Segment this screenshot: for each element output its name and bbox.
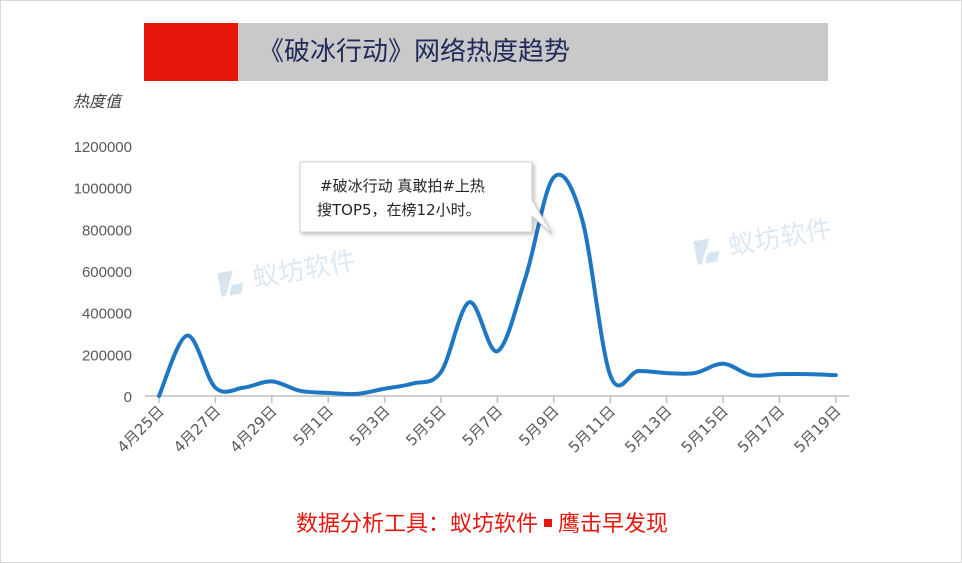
x-tick-label: 5月9日	[515, 402, 562, 449]
chart-title: 《破冰行动》网络热度趋势	[258, 37, 571, 67]
line-chart: 蚁坊软件蚁坊软件热度值02000004000006000008000001000…	[73, 92, 849, 456]
annotation-callout	[299, 161, 553, 235]
watermark: 蚁坊软件	[217, 246, 358, 297]
watermark-text: 蚁坊软件	[250, 246, 358, 294]
x-tick-label: 5月15日	[678, 402, 732, 456]
y-tick-label: 400000	[82, 306, 132, 323]
y-axis-label: 热度值	[73, 92, 123, 111]
watermark-logo-icon	[217, 270, 244, 297]
x-tick-label: 4月29日	[226, 402, 280, 456]
y-tick-label: 1200000	[74, 139, 132, 156]
watermark: 蚁坊软件	[693, 214, 834, 265]
x-tick-label: 5月17日	[734, 402, 788, 456]
y-tick-label: 200000	[82, 347, 132, 364]
y-tick-label: 0	[124, 389, 132, 406]
y-tick-label: 800000	[82, 222, 132, 239]
x-tick-label: 5月1日	[290, 402, 337, 449]
x-tick-label: 5月13日	[621, 402, 675, 456]
y-tick-label: 600000	[82, 264, 132, 281]
x-tick-label: 5月19日	[790, 402, 844, 456]
series-line	[157, 172, 838, 398]
x-tick-label: 5月3日	[346, 402, 393, 449]
annotation-text-line1: #破冰行动 真敢拍#上热	[320, 177, 485, 195]
y-tick-label: 1000000	[74, 181, 132, 198]
x-tick-label: 4月27日	[170, 402, 224, 456]
title-banner: 《破冰行动》网络热度趋势	[144, 23, 828, 81]
annotation-text-line2: 搜TOP5，在榜12小时。	[317, 201, 481, 219]
footer-prefix: 数据分析工具：蚁坊软件	[295, 512, 538, 537]
x-tick-label: 5月7日	[459, 402, 506, 449]
x-tick-label: 5月11日	[565, 402, 619, 456]
watermark-logo-icon	[693, 238, 720, 265]
watermark-text: 蚁坊软件	[726, 214, 834, 262]
footer-suffix: 鹰击早发现	[558, 512, 669, 537]
title-accent-block	[144, 23, 238, 81]
footer-note: 数据分析工具：蚁坊软件 鹰击早发现	[1, 506, 962, 538]
x-tick-label: 4月25日	[114, 402, 168, 456]
footer-separator	[544, 519, 552, 527]
x-tick-label: 5月5日	[402, 402, 449, 449]
